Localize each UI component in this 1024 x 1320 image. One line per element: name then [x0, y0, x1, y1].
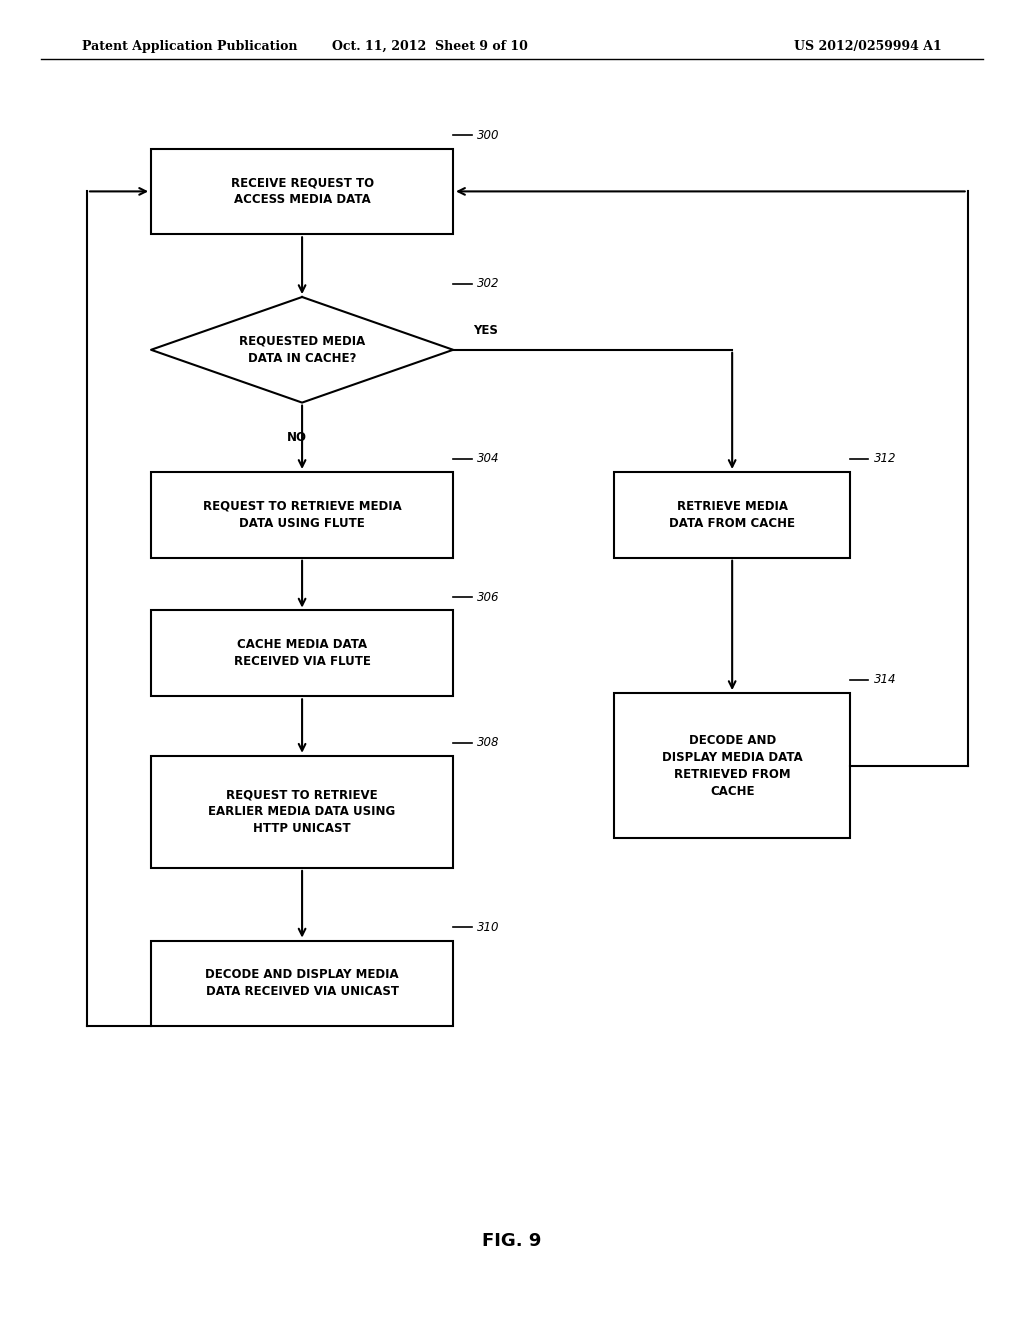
Text: YES: YES [473, 323, 499, 337]
Text: 312: 312 [873, 453, 896, 465]
Text: NO: NO [287, 430, 307, 444]
Text: US 2012/0259994 A1: US 2012/0259994 A1 [795, 40, 942, 53]
Text: 300: 300 [477, 129, 499, 141]
Text: 310: 310 [477, 921, 499, 933]
Text: 304: 304 [477, 453, 499, 465]
Text: REQUEST TO RETRIEVE MEDIA
DATA USING FLUTE: REQUEST TO RETRIEVE MEDIA DATA USING FLU… [203, 500, 401, 529]
FancyBboxPatch shape [152, 610, 453, 697]
FancyBboxPatch shape [152, 149, 453, 235]
FancyBboxPatch shape [152, 940, 453, 1027]
Polygon shape [152, 297, 453, 403]
Text: 308: 308 [477, 737, 499, 748]
Text: DECODE AND DISPLAY MEDIA
DATA RECEIVED VIA UNICAST: DECODE AND DISPLAY MEDIA DATA RECEIVED V… [205, 969, 399, 998]
Text: RECEIVE REQUEST TO
ACCESS MEDIA DATA: RECEIVE REQUEST TO ACCESS MEDIA DATA [230, 177, 374, 206]
FancyBboxPatch shape [152, 471, 453, 557]
Text: DECODE AND
DISPLAY MEDIA DATA
RETRIEVED FROM
CACHE: DECODE AND DISPLAY MEDIA DATA RETRIEVED … [662, 734, 803, 797]
Text: REQUESTED MEDIA
DATA IN CACHE?: REQUESTED MEDIA DATA IN CACHE? [239, 335, 366, 364]
Text: RETRIEVE MEDIA
DATA FROM CACHE: RETRIEVE MEDIA DATA FROM CACHE [669, 500, 796, 529]
Text: REQUEST TO RETRIEVE
EARLIER MEDIA DATA USING
HTTP UNICAST: REQUEST TO RETRIEVE EARLIER MEDIA DATA U… [209, 788, 395, 836]
Text: Patent Application Publication: Patent Application Publication [82, 40, 297, 53]
Text: 306: 306 [477, 591, 499, 603]
Text: 302: 302 [477, 277, 499, 290]
Text: 314: 314 [873, 673, 896, 686]
FancyBboxPatch shape [614, 471, 850, 557]
FancyBboxPatch shape [614, 693, 850, 838]
Text: FIG. 9: FIG. 9 [482, 1232, 542, 1250]
FancyBboxPatch shape [152, 755, 453, 869]
Text: Oct. 11, 2012  Sheet 9 of 10: Oct. 11, 2012 Sheet 9 of 10 [332, 40, 528, 53]
Text: CACHE MEDIA DATA
RECEIVED VIA FLUTE: CACHE MEDIA DATA RECEIVED VIA FLUTE [233, 639, 371, 668]
